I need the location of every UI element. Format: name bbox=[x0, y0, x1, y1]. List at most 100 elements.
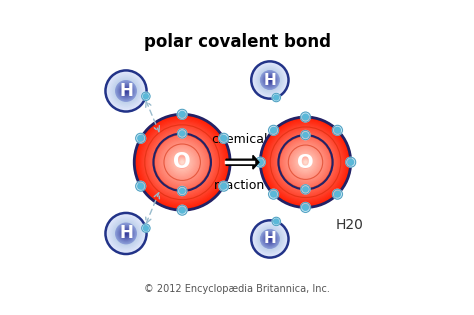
Text: H: H bbox=[119, 225, 133, 243]
Circle shape bbox=[138, 183, 144, 189]
Circle shape bbox=[111, 219, 140, 248]
Circle shape bbox=[144, 124, 220, 201]
Circle shape bbox=[254, 223, 286, 255]
Circle shape bbox=[335, 127, 340, 133]
Circle shape bbox=[257, 226, 283, 252]
Circle shape bbox=[122, 87, 130, 95]
Circle shape bbox=[178, 186, 187, 196]
Circle shape bbox=[256, 66, 283, 94]
Circle shape bbox=[299, 155, 312, 169]
Circle shape bbox=[180, 188, 185, 193]
Circle shape bbox=[265, 235, 274, 243]
Circle shape bbox=[118, 225, 134, 242]
Circle shape bbox=[264, 120, 347, 204]
Circle shape bbox=[144, 226, 148, 231]
Circle shape bbox=[172, 152, 193, 173]
Circle shape bbox=[170, 150, 194, 174]
Circle shape bbox=[144, 94, 148, 99]
Circle shape bbox=[271, 127, 276, 133]
Circle shape bbox=[303, 187, 308, 192]
Circle shape bbox=[162, 142, 202, 183]
Circle shape bbox=[108, 216, 144, 251]
Circle shape bbox=[264, 74, 276, 86]
Circle shape bbox=[123, 88, 129, 94]
Circle shape bbox=[120, 85, 131, 96]
Circle shape bbox=[125, 89, 128, 92]
Circle shape bbox=[252, 221, 288, 257]
Circle shape bbox=[255, 223, 285, 255]
Circle shape bbox=[173, 153, 192, 172]
Circle shape bbox=[120, 228, 131, 239]
Text: H: H bbox=[264, 72, 276, 88]
Circle shape bbox=[255, 157, 265, 167]
Circle shape bbox=[303, 114, 309, 120]
Circle shape bbox=[296, 153, 315, 171]
Circle shape bbox=[166, 147, 198, 178]
Circle shape bbox=[125, 233, 127, 234]
Circle shape bbox=[109, 75, 143, 107]
Circle shape bbox=[263, 72, 277, 88]
Text: O: O bbox=[297, 153, 314, 172]
Circle shape bbox=[115, 222, 137, 244]
Circle shape bbox=[301, 203, 310, 212]
Circle shape bbox=[289, 145, 322, 179]
Circle shape bbox=[269, 79, 271, 81]
Circle shape bbox=[121, 229, 131, 238]
Circle shape bbox=[276, 133, 335, 192]
Circle shape bbox=[159, 140, 205, 185]
Text: H: H bbox=[119, 82, 133, 100]
Circle shape bbox=[255, 225, 284, 253]
Circle shape bbox=[272, 93, 281, 102]
Circle shape bbox=[266, 235, 273, 243]
Circle shape bbox=[294, 151, 317, 174]
Circle shape bbox=[165, 146, 199, 179]
Circle shape bbox=[113, 220, 139, 247]
Circle shape bbox=[137, 117, 228, 208]
Circle shape bbox=[134, 114, 230, 210]
Circle shape bbox=[258, 227, 282, 251]
Circle shape bbox=[271, 127, 340, 197]
Circle shape bbox=[141, 122, 223, 203]
Circle shape bbox=[259, 69, 281, 91]
Text: O: O bbox=[173, 152, 191, 172]
Circle shape bbox=[115, 80, 137, 102]
Circle shape bbox=[175, 155, 190, 169]
Circle shape bbox=[267, 77, 273, 83]
Circle shape bbox=[255, 65, 285, 95]
Circle shape bbox=[113, 78, 139, 104]
Circle shape bbox=[275, 132, 336, 193]
Circle shape bbox=[303, 205, 309, 210]
Circle shape bbox=[114, 79, 138, 103]
Circle shape bbox=[163, 143, 201, 181]
Circle shape bbox=[257, 159, 263, 165]
Circle shape bbox=[118, 83, 134, 99]
Text: H20: H20 bbox=[336, 218, 363, 232]
Text: H: H bbox=[264, 232, 276, 246]
Circle shape bbox=[138, 135, 144, 141]
Circle shape bbox=[161, 140, 204, 184]
Circle shape bbox=[332, 125, 343, 135]
Circle shape bbox=[273, 129, 338, 195]
Circle shape bbox=[156, 136, 209, 189]
Circle shape bbox=[253, 221, 287, 256]
Circle shape bbox=[303, 160, 308, 164]
Circle shape bbox=[291, 147, 320, 177]
Circle shape bbox=[267, 236, 273, 242]
Circle shape bbox=[125, 90, 127, 92]
Circle shape bbox=[253, 63, 287, 97]
Circle shape bbox=[136, 181, 146, 191]
Circle shape bbox=[260, 117, 351, 208]
Circle shape bbox=[259, 228, 281, 249]
Circle shape bbox=[108, 73, 144, 109]
Circle shape bbox=[264, 74, 275, 86]
Circle shape bbox=[269, 79, 271, 81]
Circle shape bbox=[112, 220, 140, 247]
Circle shape bbox=[179, 159, 186, 166]
Circle shape bbox=[151, 131, 213, 193]
Circle shape bbox=[124, 89, 128, 93]
Circle shape bbox=[260, 229, 280, 249]
Circle shape bbox=[274, 131, 337, 194]
Circle shape bbox=[168, 148, 197, 177]
Circle shape bbox=[269, 238, 271, 240]
Circle shape bbox=[118, 83, 134, 99]
